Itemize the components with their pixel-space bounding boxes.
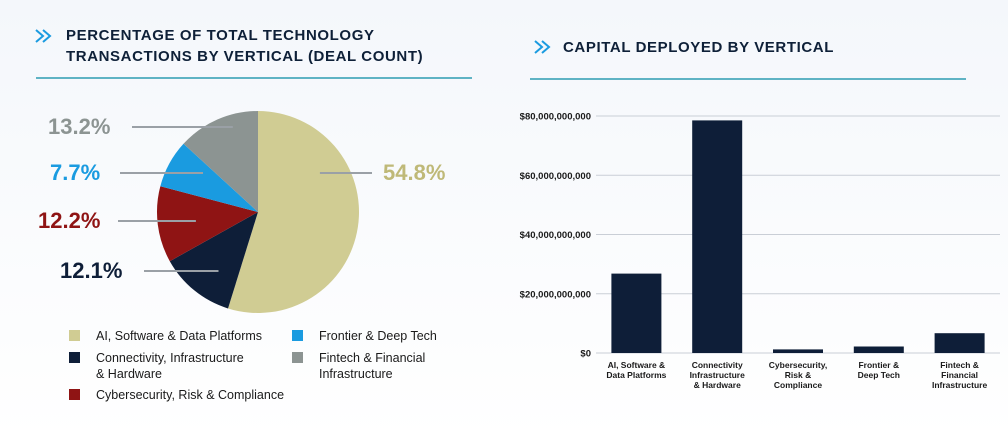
bar-chart-title: CAPITAL DEPLOYED BY VERTICAL	[563, 39, 834, 56]
legend-label-fintech-line-1: Fintech & Financial	[319, 351, 426, 365]
legend-label-cyber: Cybersecurity, Risk & Compliance	[96, 388, 285, 402]
bar-2	[773, 349, 823, 353]
legend-label-frontier: Frontier & Deep Tech	[319, 329, 437, 343]
bar-title-divider	[530, 78, 966, 80]
y-tick-label: $40,000,000,000	[520, 230, 591, 241]
bar-0	[611, 273, 662, 353]
x-category-label: Cybersecurity,	[769, 360, 827, 370]
bar-4	[934, 333, 985, 353]
legend-label-fintech-line-2: Infrastructure	[319, 367, 393, 381]
pie-chart-title-line-2: TRANSACTIONS BY VERTICAL (DEAL COUNT)	[66, 48, 424, 65]
legend-swatch-fintech	[292, 352, 303, 363]
y-tick-label: $20,000,000,000	[520, 289, 591, 300]
x-category-label: Fintech &	[940, 360, 979, 370]
x-category-label: Connectivity	[692, 360, 743, 370]
pie-label-cyber: 12.2%	[38, 208, 101, 233]
pie-label-ai: 54.8%	[383, 160, 446, 185]
pie-slice-connectivity	[169, 212, 258, 309]
y-tick-label: $60,000,000,000	[520, 171, 591, 182]
double-chevron-right-icon	[35, 29, 52, 43]
x-category-label: Financial	[941, 370, 978, 380]
pie-title-divider	[36, 77, 472, 79]
bar-3	[853, 346, 904, 353]
legend-label-connectivity-line-1: Connectivity, Infrastructure	[96, 351, 244, 365]
pie-slice-cyber	[156, 186, 258, 262]
legend-swatch-ai	[69, 330, 80, 341]
x-category-label: Infrastructure	[932, 380, 988, 390]
pie-slice-fintech	[183, 111, 258, 212]
legend-swatch-connectivity	[69, 352, 80, 363]
y-tick-label: $0	[580, 349, 591, 360]
pie-slice-ai	[228, 111, 360, 313]
pie-chart-title-line-1: PERCENTAGE OF TOTAL TECHNOLOGY	[66, 27, 375, 44]
pie-label-frontier: 7.7%	[50, 160, 101, 185]
x-category-label: Deep Tech	[858, 370, 900, 380]
legend-swatch-cyber	[69, 389, 80, 400]
legend-swatch-frontier	[292, 330, 303, 341]
x-category-label: Compliance	[774, 380, 822, 390]
pie-chart-title: PERCENTAGE OF TOTAL TECHNOLOGY TRANSACTI…	[66, 25, 423, 67]
double-chevron-right-icon	[534, 40, 551, 54]
bar-1	[692, 120, 743, 354]
pie-label-connectivity: 12.1%	[60, 258, 123, 283]
x-category-label: Data Platforms	[606, 370, 666, 380]
pie-label-fintech: 13.2%	[48, 114, 111, 139]
x-category-label: & Hardware	[694, 380, 742, 390]
y-tick-label: $80,000,000,000	[520, 112, 591, 123]
pie-chart	[118, 111, 372, 313]
x-category-label: Risk &	[785, 370, 811, 380]
x-category-label: Frontier &	[858, 360, 899, 370]
x-category-label: Infrastructure	[690, 370, 746, 380]
bar-chart: $0 $20,000,000,000 $40,000,000,000 $60,000,…	[520, 112, 1000, 390]
pie-slice-frontier	[160, 143, 258, 212]
legend-label-connectivity-line-2: & Hardware	[96, 367, 162, 381]
x-category-label: AI, Software &	[608, 360, 666, 370]
legend-label-ai: AI, Software & Data Platforms	[96, 329, 263, 343]
